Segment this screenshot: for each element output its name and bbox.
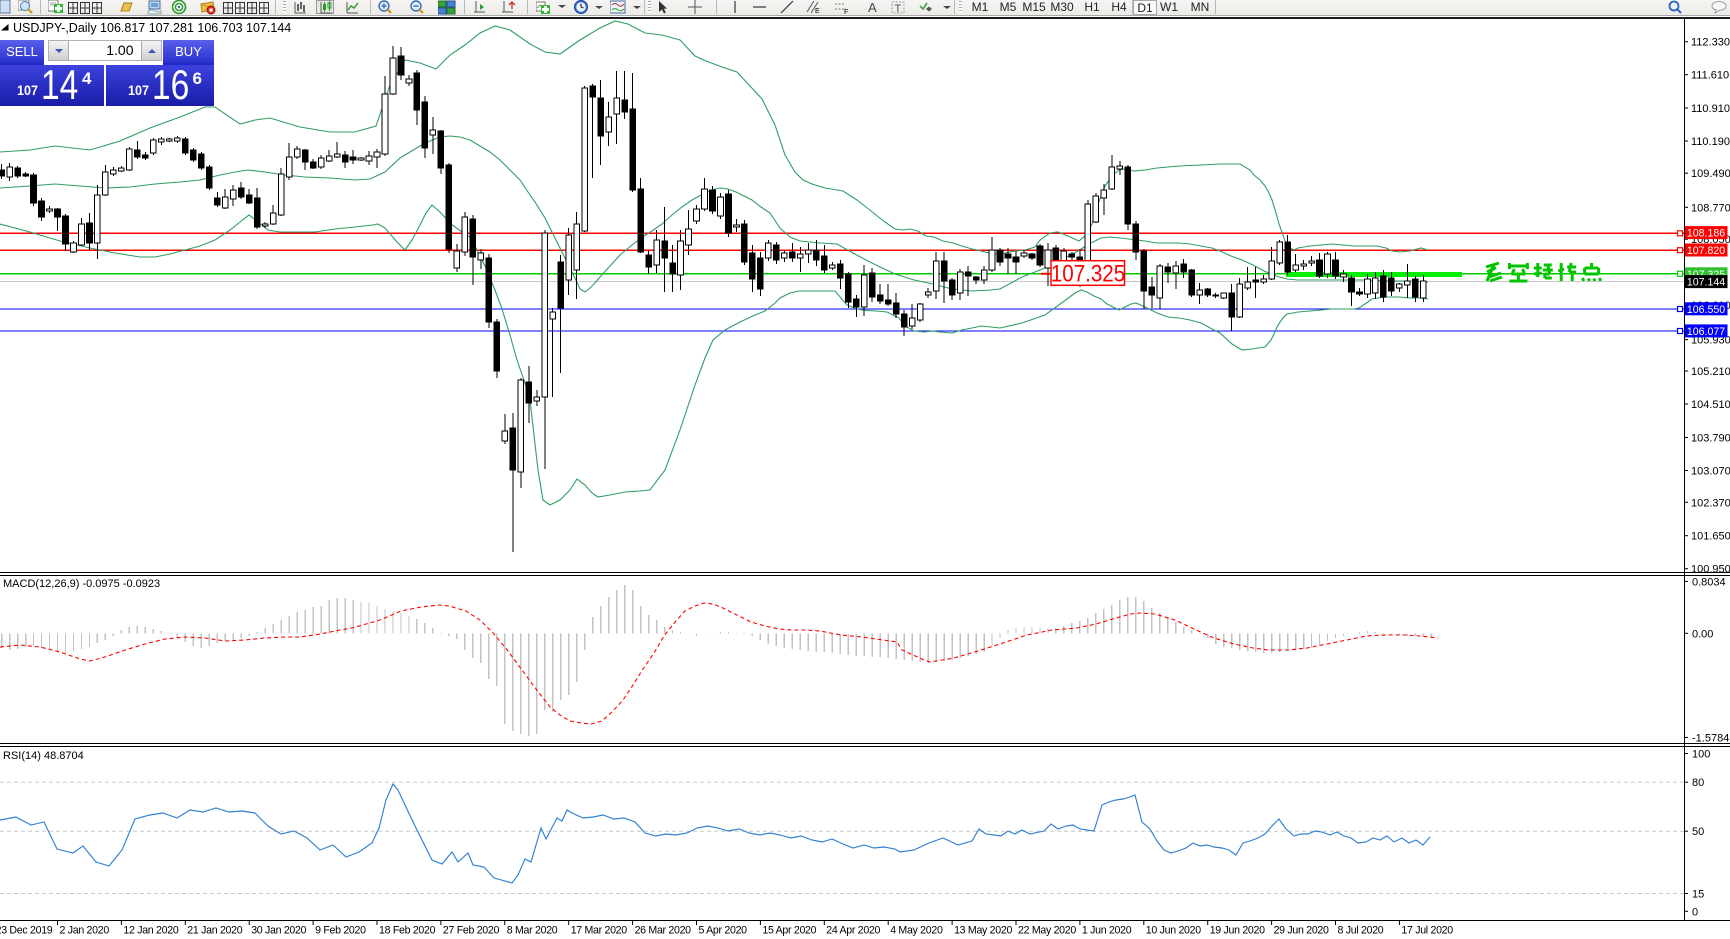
svg-text:30 Jan 2020: 30 Jan 2020 xyxy=(251,925,306,937)
svg-text:112.330: 112.330 xyxy=(1691,37,1730,49)
svg-text:T: T xyxy=(895,3,902,15)
svg-text:29 Jun 2020: 29 Jun 2020 xyxy=(1274,925,1329,937)
svg-text:50: 50 xyxy=(1692,826,1704,838)
svg-text:MACD(12,26,9) -0.0975 -0.0923: MACD(12,26,9) -0.0975 -0.0923 xyxy=(3,578,160,590)
svg-text:107.144: 107.144 xyxy=(1687,277,1725,289)
svg-text:9 Feb 2020: 9 Feb 2020 xyxy=(315,925,366,937)
svg-text:100.950: 100.950 xyxy=(1691,564,1730,576)
svg-text:109.490: 109.490 xyxy=(1691,168,1730,180)
svg-text:USDJPY-,Daily 106.817 107.281: USDJPY-,Daily 106.817 107.281 106.703 10… xyxy=(13,21,291,35)
svg-text:26 Mar 2020: 26 Mar 2020 xyxy=(635,925,692,937)
svg-text:103.070: 103.070 xyxy=(1691,466,1730,478)
svg-text:108.186: 108.186 xyxy=(1687,228,1725,240)
svg-text:8 Jul 2020: 8 Jul 2020 xyxy=(1338,925,1384,937)
svg-text:101.650: 101.650 xyxy=(1691,531,1730,543)
svg-text:107.820: 107.820 xyxy=(1687,245,1725,257)
svg-text:105.930: 105.930 xyxy=(1691,335,1730,347)
svg-text:105.210: 105.210 xyxy=(1691,366,1730,378)
svg-text:17 Mar 2020: 17 Mar 2020 xyxy=(571,925,628,937)
svg-text:17 Jul 2020: 17 Jul 2020 xyxy=(1401,925,1453,937)
svg-text:27 Feb 2020: 27 Feb 2020 xyxy=(443,925,500,937)
svg-text:2 Jan 2020: 2 Jan 2020 xyxy=(60,925,110,937)
svg-text:0: 0 xyxy=(1692,906,1698,918)
svg-text:110.190: 110.190 xyxy=(1691,136,1730,148)
svg-text:100: 100 xyxy=(1692,749,1710,761)
svg-text:10 Jun 2020: 10 Jun 2020 xyxy=(1146,925,1201,937)
svg-text:103.790: 103.790 xyxy=(1691,433,1730,445)
svg-text:0.00: 0.00 xyxy=(1692,628,1713,640)
svg-text:1 Jun 2020: 1 Jun 2020 xyxy=(1082,925,1132,937)
svg-text:E: E xyxy=(815,8,820,15)
svg-text:5 Apr 2020: 5 Apr 2020 xyxy=(699,925,748,937)
svg-text:80: 80 xyxy=(1692,777,1704,789)
svg-text:106.077: 106.077 xyxy=(1687,326,1725,338)
svg-text:19 Jun 2020: 19 Jun 2020 xyxy=(1210,925,1265,937)
svg-text:A: A xyxy=(868,0,877,15)
svg-text:107.325: 107.325 xyxy=(1051,260,1125,287)
svg-text:12 Jan 2020: 12 Jan 2020 xyxy=(123,925,178,937)
svg-text:15 Apr 2020: 15 Apr 2020 xyxy=(762,925,816,937)
svg-text:106.550: 106.550 xyxy=(1687,304,1725,316)
svg-text:8 Mar 2020: 8 Mar 2020 xyxy=(507,925,558,937)
svg-text:22 May 2020: 22 May 2020 xyxy=(1018,925,1076,937)
svg-text:F: F xyxy=(844,9,848,15)
svg-text:15: 15 xyxy=(1692,889,1704,901)
svg-text:102.370: 102.370 xyxy=(1691,497,1730,509)
svg-text:0.8034: 0.8034 xyxy=(1692,576,1726,588)
svg-text:23 Dec 2019: 23 Dec 2019 xyxy=(0,925,53,937)
svg-text:RSI(14) 48.8704: RSI(14) 48.8704 xyxy=(3,750,84,762)
svg-text:24 Apr 2020: 24 Apr 2020 xyxy=(826,925,880,937)
svg-text:18 Feb 2020: 18 Feb 2020 xyxy=(379,925,436,937)
svg-text:108.770: 108.770 xyxy=(1691,202,1730,214)
svg-text:-1.5784: -1.5784 xyxy=(1692,732,1729,744)
svg-text:13 May 2020: 13 May 2020 xyxy=(954,925,1012,937)
svg-text:104.510: 104.510 xyxy=(1691,399,1730,411)
svg-text:110.910: 110.910 xyxy=(1691,103,1730,115)
svg-text:4 May 2020: 4 May 2020 xyxy=(890,925,943,937)
svg-text:21 Jan 2020: 21 Jan 2020 xyxy=(187,925,242,937)
svg-text:111.610: 111.610 xyxy=(1691,70,1729,82)
